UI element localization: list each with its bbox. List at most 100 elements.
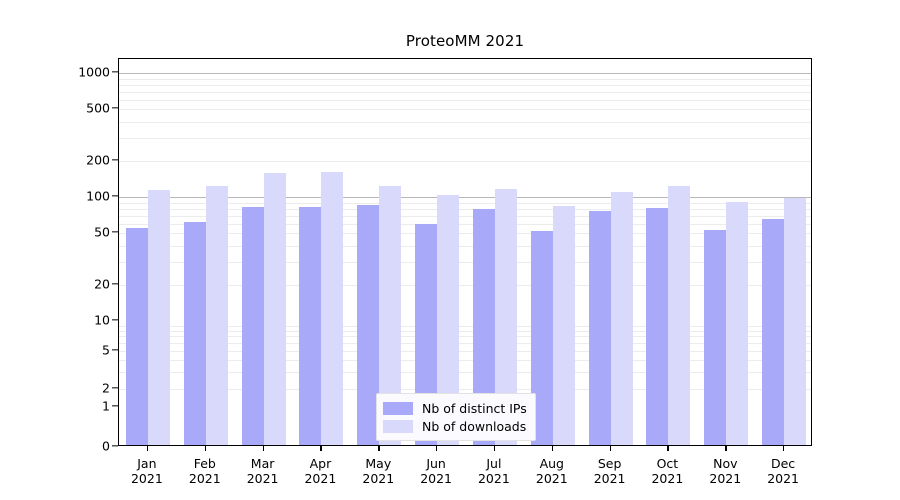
x-tick-label: Dec 2021: [767, 456, 799, 486]
bar: [415, 224, 438, 445]
y-tick-label: 2: [102, 380, 110, 396]
legend-swatch-distinct-ips: [383, 401, 413, 415]
x-tick-mark: [262, 446, 264, 451]
y-tick-label: 1: [102, 398, 110, 414]
x-tick-month: May: [365, 456, 392, 471]
x-tick-label: May 2021: [362, 456, 394, 486]
bar-group: [241, 59, 286, 445]
chart-title: ProteoMM 2021: [405, 32, 525, 50]
x-tick-year: 2021: [593, 471, 626, 486]
gridline-minor: [119, 325, 811, 327]
x-axis: Jan 2021 Feb 2021 Mar 2021 Apr 2021 May 2021 Jun 20…: [118, 446, 812, 500]
y-tick-label: 200: [86, 152, 110, 168]
gridline-minor: [119, 245, 811, 247]
bar: [762, 219, 785, 445]
x-tick-mark: [609, 446, 611, 451]
gridline-minor: [119, 208, 811, 210]
x-tick-mark: [551, 446, 554, 451]
bar-group: [646, 59, 691, 445]
bar-group: [125, 59, 170, 445]
bar-group: [472, 59, 517, 445]
x-tick-month: Jul: [486, 456, 502, 471]
x-tick-label: Oct 2021: [651, 456, 683, 486]
x-tick-label: Jun 2021: [420, 456, 452, 486]
legend-item-distinct-ips: Nb of distinct IPs: [383, 399, 527, 417]
x-tick-year: 2021: [188, 471, 221, 486]
x-tick-month: Mar: [250, 456, 275, 471]
x-tick-year: 2021: [130, 471, 163, 486]
bar: [472, 209, 495, 445]
gridline-minor: [119, 161, 811, 162]
gridline-minor: [119, 138, 811, 139]
x-tick-mark: [667, 446, 669, 451]
bar: [357, 205, 380, 445]
gridline-minor: [119, 330, 811, 332]
y-tick-mark: [112, 405, 118, 407]
gridline-minor: [119, 223, 811, 225]
bar: [610, 191, 633, 445]
bar: [125, 228, 148, 445]
x-tick-label: Jan 2021: [131, 456, 163, 486]
x-tick-label: Nov 2021: [709, 456, 741, 486]
plot-area: [118, 58, 812, 446]
gridline-minor: [119, 233, 811, 234]
y-tick-mark: [112, 349, 118, 351]
y-tick-mark: [112, 231, 118, 233]
x-tick-month: Aug: [539, 456, 564, 471]
x-tick-label: Sep 2021: [594, 456, 626, 486]
x-tick-month: Jan: [137, 456, 157, 471]
gridline-minor: [119, 215, 811, 217]
bar: [530, 231, 553, 445]
y-axis: 0 1 2 5 10 20 50 100 200 500 1000: [0, 58, 118, 454]
x-tick-year: 2021: [420, 471, 452, 486]
x-tick-label: Mar 2021: [247, 456, 279, 486]
gridline-minor: [119, 78, 811, 80]
bar: [494, 189, 517, 445]
gridline-minor: [119, 84, 811, 86]
bar: [552, 205, 575, 445]
gridline-minor: [119, 91, 811, 93]
y-tick-label: 100: [86, 188, 110, 204]
gridline-minor: [119, 99, 811, 101]
y-tick-label: 5: [102, 342, 110, 358]
y-tick-mark: [112, 107, 118, 109]
x-tick-mark: [378, 446, 380, 451]
y-tick-mark: [112, 71, 118, 73]
x-tick-month: Apr: [309, 456, 332, 471]
gridline-major: [119, 73, 811, 74]
bar: [784, 197, 807, 445]
bar: [205, 185, 228, 445]
gridline-minor: [119, 372, 811, 374]
x-tick-mark: [783, 446, 785, 451]
x-tick-month: Sep: [597, 456, 622, 471]
x-tick-year: 2021: [362, 471, 395, 486]
x-tick-year: 2021: [535, 471, 568, 486]
x-tick-label: Aug 2021: [536, 456, 568, 486]
legend-label-downloads: Nb of downloads: [422, 418, 527, 434]
y-tick-mark: [112, 159, 118, 161]
gridline-minor: [119, 336, 811, 338]
x-tick-mark: [436, 446, 438, 451]
bar: [379, 185, 402, 445]
gridline-minor: [119, 262, 811, 263]
x-tick-year: 2021: [304, 471, 337, 486]
x-tick-year: 2021: [767, 471, 799, 486]
bar: [183, 221, 206, 445]
x-tick-year: 2021: [477, 471, 510, 486]
y-tick-label: 10: [94, 312, 110, 328]
y-tick-label: 20: [94, 276, 110, 292]
bar-group: [183, 59, 228, 445]
gridline-major: [119, 197, 811, 198]
gridline-minor: [119, 343, 811, 345]
bar-group: [357, 59, 402, 445]
bars-layer: [119, 59, 811, 445]
y-tick-mark: [112, 195, 118, 197]
bar: [299, 206, 322, 445]
y-tick-mark: [112, 387, 118, 389]
bar-group: [415, 59, 460, 445]
legend-label-distinct-ips: Nb of distinct IPs: [422, 400, 527, 416]
x-tick-month: Feb: [193, 456, 216, 471]
gridline-minor: [119, 360, 811, 362]
x-tick-mark: [204, 446, 207, 451]
